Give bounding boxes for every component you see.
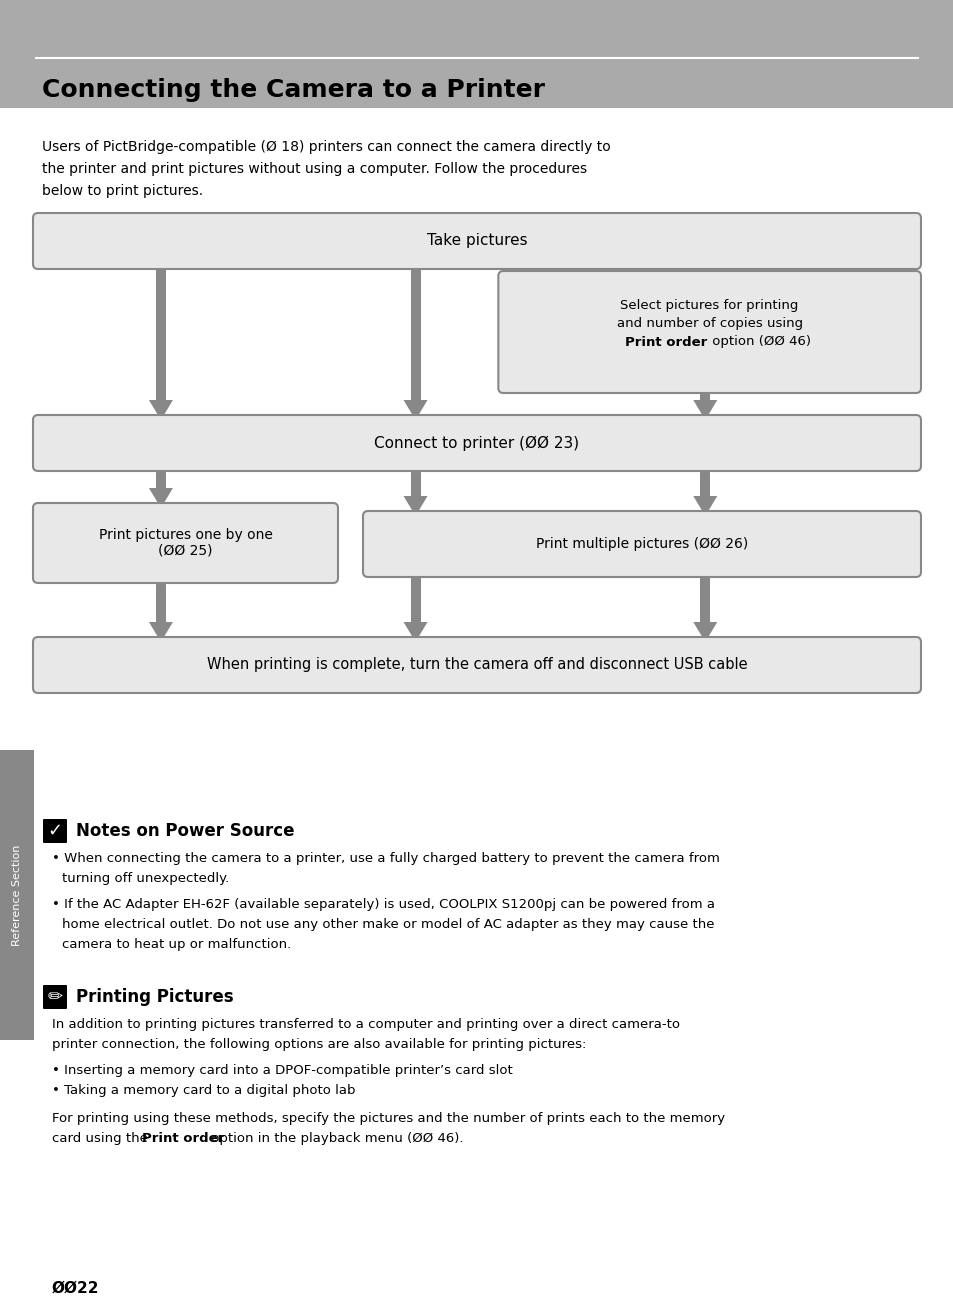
Text: Reference Section: Reference Section: [12, 845, 22, 946]
Text: Notes on Power Source: Notes on Power Source: [76, 823, 294, 840]
Text: ✏: ✏: [48, 988, 63, 1007]
Polygon shape: [693, 622, 717, 643]
FancyBboxPatch shape: [155, 466, 166, 487]
Text: Print order: Print order: [625, 335, 707, 348]
FancyBboxPatch shape: [410, 466, 420, 495]
Text: Users of PictBridge-compatible (Ø 18) printers can connect the camera directly t: Users of PictBridge-compatible (Ø 18) pr…: [42, 141, 610, 154]
FancyBboxPatch shape: [43, 819, 67, 844]
Text: Print pictures one by one: Print pictures one by one: [98, 528, 273, 541]
Text: • If the AC Adapter EH-62F (available separately) is used, COOLPIX S1200pj can b: • If the AC Adapter EH-62F (available se…: [52, 897, 714, 911]
FancyBboxPatch shape: [700, 256, 710, 264]
Polygon shape: [149, 487, 172, 509]
Text: (ØØ 25): (ØØ 25): [158, 544, 213, 558]
FancyBboxPatch shape: [33, 503, 337, 583]
FancyBboxPatch shape: [155, 578, 166, 622]
Polygon shape: [149, 399, 172, 420]
FancyBboxPatch shape: [497, 271, 920, 393]
Text: card using the: card using the: [52, 1131, 152, 1144]
Polygon shape: [403, 495, 427, 516]
Text: below to print pictures.: below to print pictures.: [42, 184, 203, 198]
Text: camera to heat up or malfunction.: camera to heat up or malfunction.: [62, 938, 291, 951]
FancyBboxPatch shape: [33, 213, 920, 269]
Text: • Inserting a memory card into a DPOF-compatible printer’s card slot: • Inserting a memory card into a DPOF-co…: [52, 1064, 512, 1077]
Text: printer connection, the following options are also available for printing pictur: printer connection, the following option…: [52, 1038, 586, 1051]
Text: Print multiple pictures (ØØ 26): Print multiple pictures (ØØ 26): [536, 537, 747, 551]
Text: Connecting the Camera to a Printer: Connecting the Camera to a Printer: [42, 78, 544, 102]
Text: • Taking a memory card to a digital photo lab: • Taking a memory card to a digital phot…: [52, 1084, 355, 1097]
FancyBboxPatch shape: [33, 637, 920, 692]
FancyBboxPatch shape: [0, 0, 953, 108]
FancyBboxPatch shape: [0, 750, 34, 1039]
Text: When printing is complete, turn the camera off and disconnect USB cable: When printing is complete, turn the came…: [207, 657, 746, 673]
FancyBboxPatch shape: [363, 511, 920, 577]
FancyBboxPatch shape: [410, 264, 420, 399]
Polygon shape: [693, 256, 717, 276]
Polygon shape: [403, 399, 427, 420]
Text: Print order: Print order: [142, 1131, 224, 1144]
Text: Connect to printer (ØØ 23): Connect to printer (ØØ 23): [374, 435, 579, 451]
Text: Select pictures for printing: Select pictures for printing: [619, 300, 798, 313]
Text: home electrical outlet. Do not use any other make or model of AC adapter as they: home electrical outlet. Do not use any o…: [62, 918, 714, 932]
Text: • When connecting the camera to a printer, use a fully charged battery to preven: • When connecting the camera to a printe…: [52, 851, 720, 865]
Polygon shape: [693, 495, 717, 516]
FancyBboxPatch shape: [700, 572, 710, 622]
Polygon shape: [149, 622, 172, 643]
Text: option in the playback menu (ØØ 46).: option in the playback menu (ØØ 46).: [207, 1131, 463, 1144]
FancyBboxPatch shape: [700, 388, 710, 399]
Polygon shape: [403, 622, 427, 643]
FancyBboxPatch shape: [410, 572, 420, 622]
Polygon shape: [693, 399, 717, 420]
Text: In addition to printing pictures transferred to a computer and printing over a d: In addition to printing pictures transfe…: [52, 1018, 679, 1031]
Text: Printing Pictures: Printing Pictures: [76, 988, 233, 1007]
Text: For printing using these methods, specify the pictures and the number of prints : For printing using these methods, specif…: [52, 1112, 724, 1125]
Text: Take pictures: Take pictures: [426, 234, 527, 248]
Text: ØØ22: ØØ22: [52, 1281, 99, 1296]
Text: the printer and print pictures without using a computer. Follow the procedures: the printer and print pictures without u…: [42, 162, 586, 176]
Text: ✓: ✓: [48, 823, 63, 840]
FancyBboxPatch shape: [700, 466, 710, 495]
FancyBboxPatch shape: [33, 415, 920, 470]
Text: option (ØØ 46): option (ØØ 46): [707, 335, 810, 348]
Text: turning off unexpectedly.: turning off unexpectedly.: [62, 872, 229, 886]
FancyBboxPatch shape: [155, 264, 166, 399]
FancyBboxPatch shape: [43, 986, 67, 1009]
Text: and number of copies using: and number of copies using: [616, 317, 801, 330]
